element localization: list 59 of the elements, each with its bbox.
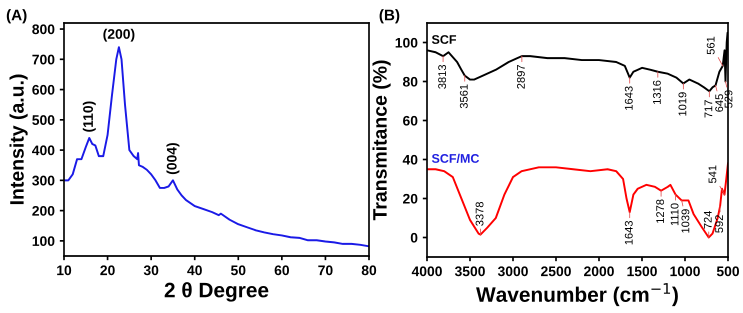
series-label: SCF/MC [432, 154, 480, 164]
annotation: 1110 [670, 203, 679, 226]
x-axis-title: Wavenumber (cm$^{−1}$) [476, 283, 678, 306]
annotation: 717 [704, 100, 712, 118]
x-axis-title: 2 θ Degree [164, 282, 268, 302]
y-tick-label: 100 [32, 236, 54, 246]
annotation: 724 [704, 210, 712, 229]
annotation: 592 [715, 215, 724, 233]
annotation: 1316 [652, 80, 661, 104]
y-tick-label: 200 [32, 206, 54, 216]
annotation: (004) [166, 143, 180, 174]
x-tick-label: 1500 [627, 266, 657, 276]
y-tick-label: 80 [402, 76, 418, 87]
x-tick-label: 10 [57, 265, 72, 276]
annotation: 561 [706, 36, 715, 54]
annotation: 541 [708, 165, 716, 184]
annotation: 3813 [438, 64, 446, 89]
x-tick-label: 80 [362, 265, 376, 276]
y-tick-label: 20 [403, 194, 418, 204]
annotation: 1643 [624, 220, 633, 244]
y-tick-label: 700 [32, 54, 54, 64]
x-tick-label: 2000 [584, 266, 614, 276]
x-tick-label: 1000 [670, 266, 700, 276]
x-tick-label: 2500 [541, 266, 571, 276]
y-tick-label: 400 [32, 145, 54, 156]
x-tick-label: 50 [230, 265, 246, 276]
annotation: 1019 [678, 92, 686, 116]
x-tick-label: 4000 [412, 266, 442, 276]
y-tick-label: 300 [32, 176, 54, 186]
y-tick-label: 0 [410, 232, 418, 243]
y-tick-label: 60 [403, 116, 418, 126]
y-tick-label: 800 [32, 24, 54, 34]
x-tick-label: 70 [318, 265, 333, 276]
x-tick-label: 3500 [454, 266, 485, 276]
annotation: 1278 [656, 200, 664, 223]
x-tick-label: 60 [274, 265, 290, 276]
chart-title: (A) [6, 9, 26, 24]
series-label: SCF [432, 35, 456, 44]
annotation: 1039 [681, 209, 690, 233]
annotation: (200) [103, 28, 134, 42]
y-tick-label: 600 [32, 84, 54, 95]
x-tick-label: 30 [144, 265, 158, 276]
annotation: 645 [715, 94, 724, 112]
x-tick-label: 20 [100, 265, 115, 276]
annotation: 3378 [476, 202, 484, 226]
y-tick-label: 40 [402, 154, 418, 165]
y-axis-title: Transmitance (%) [372, 60, 391, 220]
y-tick-label: 500 [32, 115, 54, 125]
annotation: 2897 [516, 65, 525, 89]
line-series [64, 46, 369, 248]
annotation: (110) [82, 101, 96, 132]
y-axis-title: Intensity (a.u.) [10, 74, 28, 204]
annotation: 3561 [460, 84, 468, 108]
chart-title: (B) [380, 9, 400, 24]
x-tick-label: 3000 [498, 266, 528, 276]
x-tick-label: 500 [716, 266, 740, 276]
annotation: 1643 [624, 86, 633, 110]
x-tick-label: 40 [187, 265, 202, 276]
y-tick-label: 100 [396, 38, 418, 48]
